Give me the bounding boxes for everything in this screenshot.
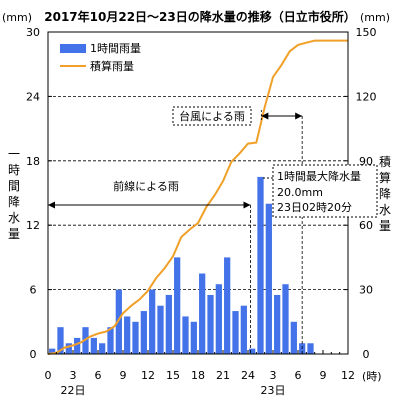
axis-label-char: 算 xyxy=(379,170,391,185)
axis-label-char: 水 xyxy=(379,203,391,217)
bar xyxy=(124,316,131,354)
left-axis-ticks: 0 6 12 18 24 30 xyxy=(26,26,52,361)
bar xyxy=(99,343,106,354)
bar xyxy=(107,327,114,354)
left-tick-label: 0 xyxy=(30,348,37,361)
max-rain-box xyxy=(272,164,378,218)
x-tick-label: 3 xyxy=(70,369,77,382)
right-tick-label: 120 xyxy=(356,90,377,103)
axis-label-char: 一 xyxy=(8,147,20,161)
bar xyxy=(240,305,247,354)
axis-label-char: 積 xyxy=(379,154,391,169)
bar xyxy=(207,294,214,354)
x-tick-label: 9 xyxy=(120,369,127,382)
left-tick-label: 6 xyxy=(30,284,37,297)
cumulative-line xyxy=(47,39,348,355)
bar xyxy=(190,321,197,354)
bar xyxy=(265,203,272,354)
x-tick-label: 12 xyxy=(341,369,355,382)
typhoon-rain-label: 台風による雨 xyxy=(179,109,245,123)
right-tick-label: 30 xyxy=(359,284,373,297)
max-rain-title: 1時間最大降水量 xyxy=(277,169,361,183)
front-rain-label: 前線による雨 xyxy=(113,179,179,193)
bar xyxy=(307,343,314,354)
arrow-head-left xyxy=(261,112,269,120)
bar xyxy=(132,321,139,354)
gridlines xyxy=(48,96,348,291)
axis-label-char: 量 xyxy=(379,219,391,233)
day-labels: 22日 23日 xyxy=(61,384,286,397)
axis-label-char: 量 xyxy=(8,227,20,241)
typhoon-rain-arrow xyxy=(260,110,303,354)
bar xyxy=(165,294,172,354)
legend-bar-swatch xyxy=(60,44,86,53)
x-tick-label: 15 xyxy=(166,369,180,382)
arrow-head-right xyxy=(243,201,251,209)
axis-label-char: 水 xyxy=(8,211,20,225)
left-tick-label: 30 xyxy=(26,26,40,39)
x-tick-label: 6 xyxy=(295,369,302,382)
x-tick-label: 6 xyxy=(95,369,102,382)
bar xyxy=(149,289,156,354)
arrow-head-left xyxy=(48,201,55,209)
bar xyxy=(174,257,181,354)
x-tick-label: 9 xyxy=(320,369,327,382)
bar xyxy=(257,176,264,354)
axis-label-char: 降 xyxy=(8,195,20,209)
bar xyxy=(232,311,239,354)
right-tick-label: 150 xyxy=(356,26,377,39)
x-axis-ticks: 0 3 6 9 12 15 18 21 24 3 6 9 12 xyxy=(45,350,355,382)
bar xyxy=(224,257,231,354)
bar xyxy=(65,343,72,354)
annotations: 前線による雨 台風による雨 1時間最大降水量 20.0mm 23日02時20分 xyxy=(47,106,378,354)
day-label: 23日 xyxy=(261,384,286,397)
axis-label-char: 降 xyxy=(379,187,391,201)
cumulative-rain-line xyxy=(47,39,348,355)
legend-bar-label: 1時間雨量 xyxy=(90,42,141,55)
axis-label-char: 間 xyxy=(8,179,20,193)
left-axis-unit: (mm) xyxy=(2,11,32,24)
bar xyxy=(115,289,122,354)
bar xyxy=(199,273,206,354)
bar xyxy=(74,337,81,354)
bar xyxy=(49,348,56,354)
front-rain-arrow xyxy=(47,199,251,354)
bar xyxy=(182,316,189,354)
max-rain-time: 23日02時20分 xyxy=(277,201,352,214)
right-axis-unit: (mm) xyxy=(360,11,390,24)
arrow-head-right xyxy=(295,112,303,120)
x-tick-label: 0 xyxy=(45,369,52,382)
right-tick-label: 60 xyxy=(359,219,373,232)
x-axis-unit: (時) xyxy=(362,370,382,383)
left-tick-label: 24 xyxy=(26,90,40,103)
bar xyxy=(282,284,289,354)
front-rain-label-bg xyxy=(108,177,184,195)
x-tick-label: 18 xyxy=(191,369,205,382)
left-tick-label: 12 xyxy=(26,219,40,232)
axis-label-char: 時 xyxy=(8,163,20,177)
bar xyxy=(157,305,164,354)
legend-line-label: 積算雨量 xyxy=(90,59,134,73)
left-tick-label: 18 xyxy=(26,155,40,168)
bar xyxy=(215,284,222,354)
typhoon-rain-label-box xyxy=(172,106,252,126)
x-tick-label: 24 xyxy=(241,369,255,382)
x-tick-label: 3 xyxy=(270,369,277,382)
x-tick-label: 21 xyxy=(216,369,230,382)
bar xyxy=(290,321,297,354)
right-tick-label: 0 xyxy=(363,348,370,361)
max-rain-value: 20.0mm xyxy=(277,186,323,199)
bar xyxy=(249,348,256,354)
legend: 1時間雨量 積算雨量 xyxy=(58,40,164,74)
x-tick-label: 12 xyxy=(141,369,155,382)
bar xyxy=(274,294,281,354)
bar xyxy=(57,327,64,354)
day-label: 22日 xyxy=(61,384,86,397)
bar xyxy=(90,337,97,354)
bar xyxy=(140,311,147,354)
chart-title: 2017年10月22日～23日の降水量の推移（日立市役所） xyxy=(44,9,356,24)
